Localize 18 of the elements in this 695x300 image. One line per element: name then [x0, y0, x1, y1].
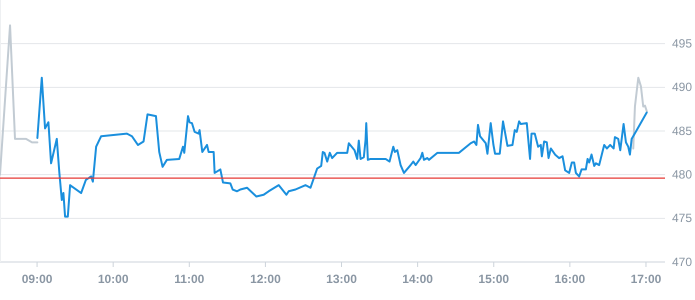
x-tick-label: 11:00: [174, 272, 205, 286]
y-tick-label: 480: [672, 168, 692, 182]
line-series: [36, 76, 648, 218]
y-tick-label: 485: [672, 124, 692, 138]
x-tick-label: 15:00: [478, 272, 510, 286]
x-tick-label: 10:00: [98, 272, 129, 286]
y-tick-label: 470: [672, 254, 692, 269]
x-tick-label: 09:00: [22, 272, 53, 286]
y-tick-label: 495: [672, 36, 692, 51]
x-tick-label: 16:00: [554, 272, 586, 286]
x-tick-label: 17:00: [630, 272, 662, 286]
y-tick-label: 490: [672, 80, 692, 94]
x-tick-label: 13:00: [326, 272, 358, 286]
x-tick-label: 14:00: [402, 272, 434, 286]
line-series: [632, 76, 648, 150]
line-series: [0, 24, 38, 176]
x-tick-label: 12:00: [250, 272, 282, 286]
y-tick-label: 475: [672, 211, 692, 226]
